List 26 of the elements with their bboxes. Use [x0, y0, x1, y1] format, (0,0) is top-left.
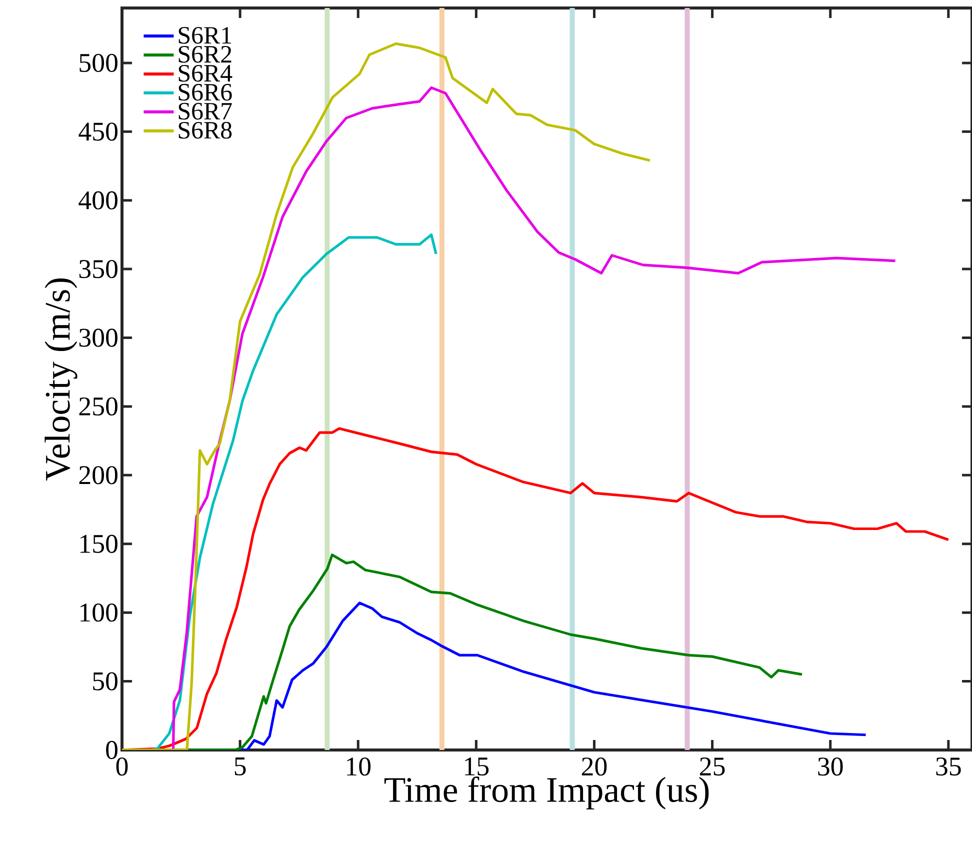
legend-label: S6R1 [178, 27, 232, 44]
y-tick-label: 150 [80, 534, 118, 553]
x-tick-label: 10 [347, 758, 371, 776]
x-tick-label: 25 [700, 758, 725, 776]
x-axis-title: Time from Impact (us) [384, 776, 709, 810]
legend-label: S6R7 [178, 102, 232, 120]
x-tick-label: 20 [582, 758, 607, 776]
y-axis-title: Velocity (m/s) [44, 278, 78, 481]
y-tick-label: 300 [79, 328, 118, 347]
y-tick-label: 250 [79, 397, 118, 416]
y-tick-label: 200 [79, 466, 118, 484]
legend-label: S6R8 [178, 122, 232, 139]
legend-label: S6R2 [178, 46, 232, 63]
x-tick-label: 15 [465, 758, 489, 776]
legend-label: S6R6 [178, 84, 232, 101]
y-tick-label: 450 [78, 122, 118, 141]
y-tick-label: 350 [79, 260, 118, 278]
y-tick-label: 400 [78, 191, 118, 210]
y-tick-label: 0 [106, 740, 118, 760]
y-tick-label: 500 [80, 54, 118, 72]
x-tick-label: 5 [234, 757, 246, 776]
legend-label: S6R4 [178, 64, 232, 82]
x-tick-label: 35 [936, 758, 961, 776]
x-tick-label: 30 [818, 758, 843, 776]
y-tick-label: 50 [93, 672, 118, 690]
y-tick-label: 100 [80, 604, 118, 622]
